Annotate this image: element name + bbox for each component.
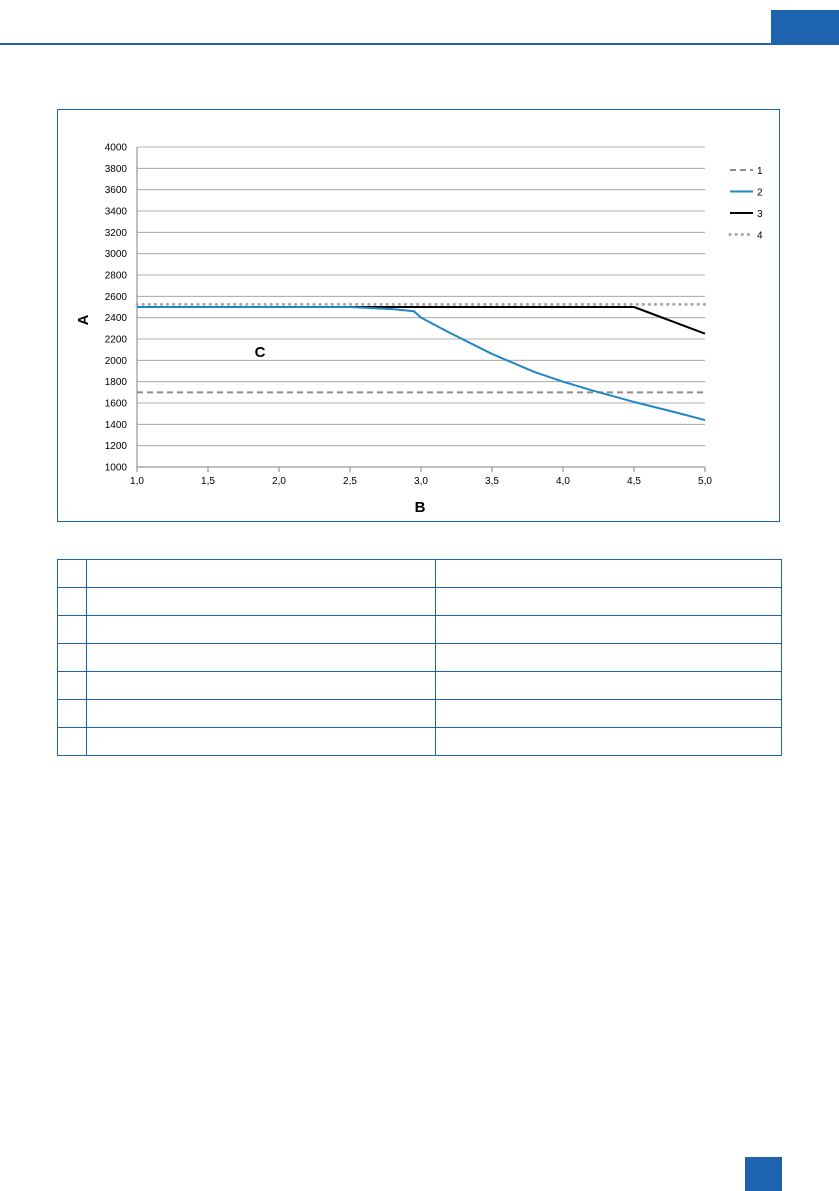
legend-table-cell: [57, 643, 87, 672]
legend-table-cell: [86, 671, 436, 700]
grid-layer: [136, 146, 706, 472]
legend-table-cell: [57, 587, 87, 616]
legend-label-1: 1: [757, 166, 763, 177]
legend-table-row: [57, 643, 782, 672]
y-tick-label: 3600: [105, 185, 128, 196]
legend-table-cell: [57, 671, 87, 700]
y-tick-label: 1600: [105, 399, 128, 410]
legend-table-cell: [57, 615, 87, 644]
x-tick-label: 1,5: [201, 476, 215, 487]
legend-table-body: [57, 559, 782, 756]
legend-label-4: 4: [757, 231, 763, 242]
legend-table-row: [57, 699, 782, 728]
x-tick-label: 4,5: [627, 476, 641, 487]
y-tick-label: 1000: [105, 463, 128, 474]
legend-table-cell: [86, 727, 436, 756]
y-tick-label: 1200: [105, 441, 128, 452]
legend-table: [57, 559, 782, 756]
legend-table-row: [57, 727, 782, 756]
legend-table-cell: [435, 587, 782, 616]
legend-label-3: 3: [757, 209, 763, 220]
legend-table-cell: [435, 559, 782, 588]
series-line-3: [137, 306, 706, 335]
y-tick-label: 4000: [105, 143, 128, 154]
y-tick-label: 2200: [105, 335, 128, 346]
legend-table-cell: [57, 559, 87, 588]
x-axis-label: B: [415, 499, 426, 516]
y-tick-label: 3200: [105, 228, 128, 239]
y-tick-label: 2600: [105, 292, 128, 303]
legend-table-cell: [86, 615, 436, 644]
header-tab: [771, 10, 839, 45]
legend-table-cell: [435, 727, 782, 756]
x-tick-label: 2,0: [272, 476, 286, 487]
y-tick-label: 3800: [105, 164, 128, 175]
legend-table-row: [57, 559, 782, 588]
legend-table-row: [57, 615, 782, 644]
legend: 1 2 3 4: [728, 166, 763, 242]
legend-label-2: 2: [757, 188, 763, 199]
legend-table-cell: [86, 643, 436, 672]
series-layer: [135, 302, 707, 422]
x-tick-label: 3,0: [414, 476, 428, 487]
legend-table-cell: [86, 587, 436, 616]
legend-table-row: [57, 671, 782, 700]
y-tick-label: 2000: [105, 356, 128, 367]
chart-svg: 1000 1200 1400 1600 1800 2000 2200 2400 2600 2800…: [75, 143, 763, 517]
x-tick-label: 4,0: [556, 476, 570, 487]
legend-table-cell: [435, 643, 782, 672]
series-line-2: [137, 306, 706, 422]
header-rule: [0, 43, 839, 45]
legend-table-cell: [57, 699, 87, 728]
x-tick-label: 1,0: [130, 476, 144, 487]
legend-table-cell: [435, 671, 782, 700]
x-tick-label: 2,5: [343, 476, 357, 487]
chart-frame: 1000 1200 1400 1600 1800 2000 2200 2400 2600 2800…: [57, 109, 780, 522]
legend-table-cell: [435, 699, 782, 728]
y-tick-label: 2800: [105, 271, 128, 282]
x-tick-label: 5,0: [698, 476, 712, 487]
legend-table-row: [57, 587, 782, 616]
x-tick-label: 3,5: [485, 476, 499, 487]
legend-table-cell: [435, 615, 782, 644]
y-tick-label: 3400: [105, 207, 128, 218]
y-axis-label: A: [75, 314, 92, 325]
y-tick-label: 3000: [105, 249, 128, 260]
y-tick-label: 1400: [105, 420, 128, 431]
page-number-box: [745, 1157, 782, 1191]
x-tick-labels: 1,0 1,5 2,0 2,5 3,0 3,5 4,0 4,5 5,0: [130, 476, 712, 487]
legend-table-cell: [57, 727, 87, 756]
y-tick-labels: 1000 1200 1400 1600 1800 2000 2200 2400 2600 2800…: [105, 143, 128, 474]
y-tick-label: 2400: [105, 313, 128, 324]
legend-table-cell: [86, 699, 436, 728]
legend-table-cell: [86, 559, 436, 588]
y-tick-label: 1800: [105, 377, 128, 388]
chart-annotation: C: [255, 344, 266, 361]
